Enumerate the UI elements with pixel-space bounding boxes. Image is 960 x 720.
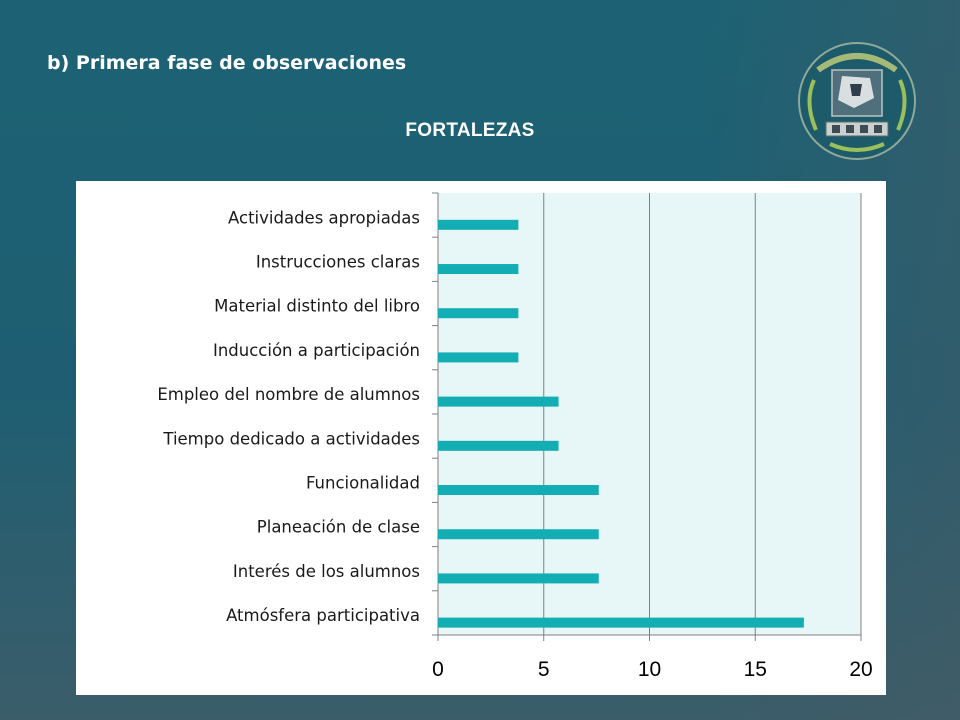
category-label: Material distinto del libro <box>214 297 420 316</box>
x-tick-label: 20 <box>849 658 872 681</box>
category-label: Tiempo dedicado a actividades <box>162 429 420 448</box>
bar <box>438 308 519 319</box>
bar <box>438 485 599 496</box>
bar <box>438 573 599 584</box>
category-label: Interés de los alumnos <box>233 562 420 581</box>
category-label: Planeación de clase <box>257 518 420 537</box>
institutional-seal-icon <box>798 42 916 160</box>
x-tick-label: 15 <box>744 658 767 681</box>
category-label: Funcionalidad <box>306 474 420 493</box>
x-tick-label: 5 <box>538 658 550 681</box>
bar-chart: 0 5 10 15 20 Actividades apropiadas Instruccio… <box>157 192 873 681</box>
category-label: Atmósfera participativa <box>226 606 420 625</box>
chart-panel: 0 5 10 15 20 Actividades apropiadas Instruccio… <box>76 181 886 695</box>
bar <box>438 617 804 628</box>
bar <box>438 219 519 230</box>
category-label: Instrucciones claras <box>256 253 420 272</box>
bar <box>438 352 519 363</box>
x-tick-label: 0 <box>432 658 444 681</box>
bar <box>438 396 559 407</box>
bar <box>438 529 599 540</box>
bar <box>438 440 559 451</box>
x-tick-label: 10 <box>638 658 661 681</box>
bar <box>438 264 519 275</box>
chart-title: FORTALEZAS <box>405 120 535 141</box>
category-label: Empleo del nombre de alumnos <box>157 385 420 404</box>
slide-subtitle: b) Primera fase de observaciones <box>47 52 407 74</box>
category-label: Inducción a participación <box>213 341 420 360</box>
category-label: Actividades apropiadas <box>228 208 420 227</box>
